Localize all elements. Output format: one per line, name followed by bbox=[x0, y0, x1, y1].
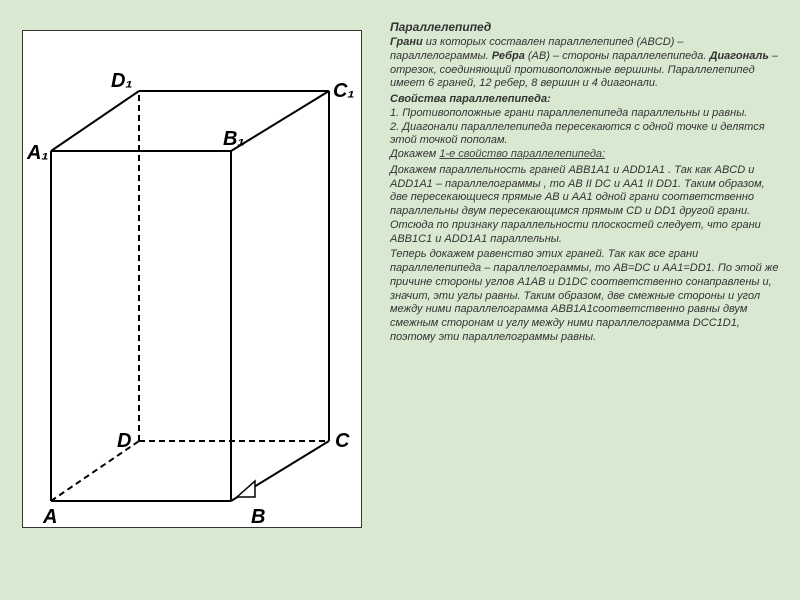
term-rebra: Ребра bbox=[492, 50, 525, 62]
parallelepiped-diagram: D₁ C₁ A₁ B₁ D C A B bbox=[23, 31, 361, 527]
property-1: 1. Противоположные грани параллелепипеда… bbox=[390, 107, 747, 119]
paragraph-properties: Свойства параллелепипеда: 1. Противополо… bbox=[390, 93, 782, 162]
property-2: 2. Диагонали параллелепипеда пересекаютс… bbox=[390, 121, 765, 147]
svg-text:A₁: A₁ bbox=[26, 142, 48, 164]
svg-text:B₁: B₁ bbox=[223, 128, 244, 150]
prove-underline: 1-е свойство параллелепипеда: bbox=[439, 148, 605, 160]
paragraph-definition: Грани из которых составлен параллелепипе… bbox=[390, 36, 782, 91]
paragraph-proof-parallel: Докажем параллельность граней ABB1A1 и A… bbox=[390, 164, 782, 247]
figure-frame: D₁ C₁ A₁ B₁ D C A B bbox=[22, 30, 362, 528]
text-column: Параллелепипед Грани из которых составле… bbox=[372, 20, 782, 580]
properties-heading: Свойства параллелепипеда: bbox=[390, 93, 551, 105]
term-diagonal: Диагональ bbox=[710, 50, 769, 62]
svg-text:B: B bbox=[251, 506, 265, 527]
def-text-2: (AB) – стороны параллелепипеда. bbox=[525, 50, 710, 62]
svg-text:C: C bbox=[335, 430, 350, 452]
svg-text:A: A bbox=[42, 506, 57, 527]
prove-lead: Докажем bbox=[390, 148, 439, 160]
paragraph-proof-equal: Теперь докажем равенство этих граней. Та… bbox=[390, 248, 782, 344]
figure-column: D₁ C₁ A₁ B₁ D C A B bbox=[12, 20, 372, 580]
svg-text:C₁: C₁ bbox=[333, 80, 354, 102]
svg-text:D₁: D₁ bbox=[111, 70, 132, 92]
svg-text:D: D bbox=[117, 430, 131, 452]
term-grani: Грани bbox=[390, 36, 423, 48]
page: D₁ C₁ A₁ B₁ D C A B Параллелепипед Грани из кот… bbox=[0, 0, 800, 600]
title: Параллелепипед bbox=[390, 20, 782, 34]
